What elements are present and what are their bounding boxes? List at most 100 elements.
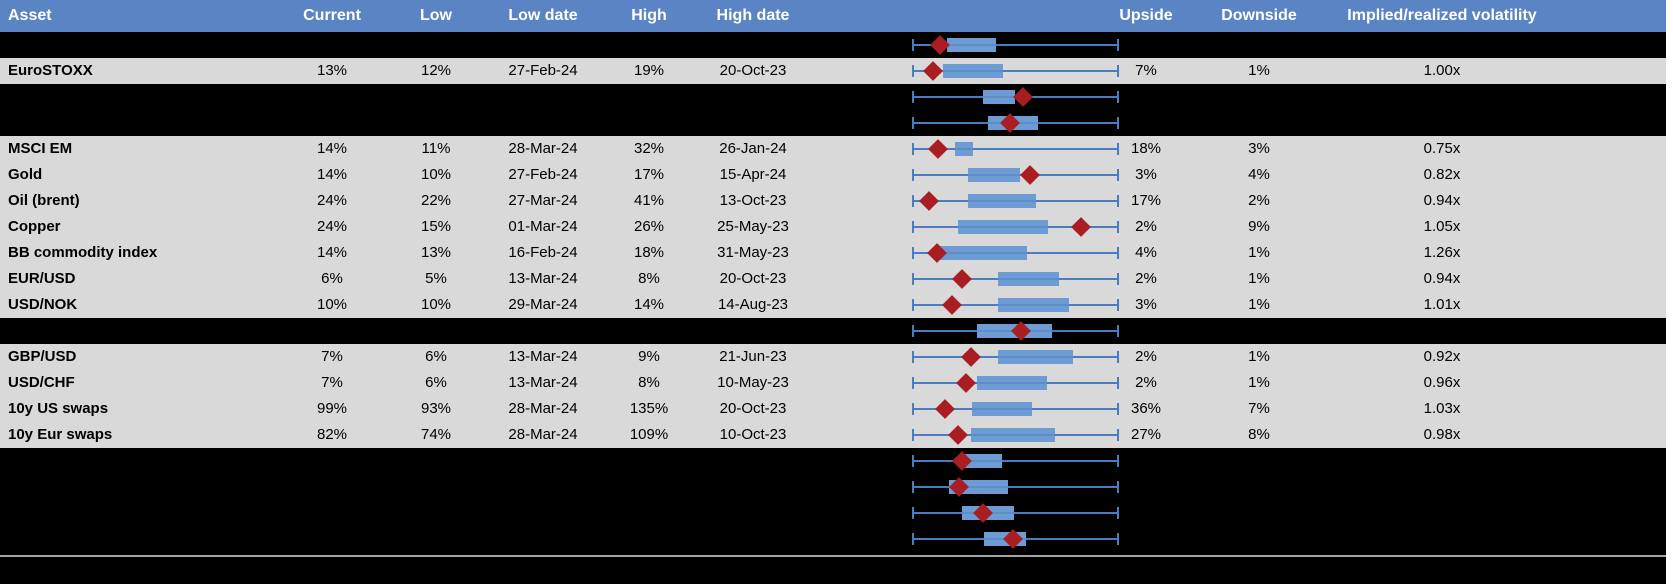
asset-cell[interactable]: EUR/USD xyxy=(8,270,76,287)
downside-cell[interactable]: 4% xyxy=(1248,166,1270,183)
high-cell[interactable]: 26% xyxy=(633,218,665,235)
table-row[interactable]: BB commodity index 14% 13% 16-Feb-24 18% 31-M… xyxy=(0,240,1666,266)
low-cell[interactable]: 15% xyxy=(420,218,452,235)
current-cell[interactable]: 99% xyxy=(316,400,348,417)
upside-cell[interactable]: 3% xyxy=(1135,166,1157,183)
high-cell[interactable]: 17% xyxy=(633,166,665,183)
high-cell[interactable]: 9% xyxy=(638,348,660,365)
low-cell[interactable]: 12% xyxy=(420,62,452,79)
high-cell[interactable]: 135% xyxy=(629,400,669,417)
low-date-cell[interactable]: 16-Feb-24 xyxy=(508,244,578,261)
high-cell[interactable]: 8% xyxy=(638,374,660,391)
low-date-cell[interactable]: 28-Mar-24 xyxy=(508,426,578,443)
low-cell[interactable]: 93% xyxy=(420,400,452,417)
upside-cell[interactable]: 2% xyxy=(1135,270,1157,287)
asset-cell[interactable]: EuroSTOXX xyxy=(8,62,93,79)
current-cell[interactable]: 24% xyxy=(316,218,348,235)
high-cell[interactable]: 18% xyxy=(633,244,665,261)
header-cell-high[interactable]: High xyxy=(631,7,667,24)
asset-cell[interactable]: Oil (brent) xyxy=(8,192,80,209)
high-date-cell[interactable]: 25-May-23 xyxy=(717,218,789,235)
hidden-row[interactable] xyxy=(0,448,1666,474)
implied-realized-ratio-cell[interactable]: 0.75x xyxy=(1423,140,1461,157)
table-row[interactable]: Gold 14% 10% 27-Feb-24 17% 15-Apr-24 3% 4% 0.82x xyxy=(0,162,1666,188)
table-row[interactable]: MSCI EM 14% 11% 28-Mar-24 32% 26-Jan-24 18% 3% 0… xyxy=(0,136,1666,162)
implied-realized-ratio-cell[interactable]: 1.01x xyxy=(1423,296,1461,313)
high-cell[interactable]: 8% xyxy=(638,270,660,287)
current-cell[interactable]: 10% xyxy=(316,296,348,313)
downside-cell[interactable]: 1% xyxy=(1248,62,1270,79)
table-row[interactable]: EUR/USD 6% 5% 13-Mar-24 8% 20-Oct-23 2% 1% 0.94x xyxy=(0,266,1666,292)
high-date-cell[interactable]: 14-Aug-23 xyxy=(717,296,789,313)
high-date-cell[interactable]: 31-May-23 xyxy=(717,244,789,261)
header-cell-downside[interactable]: Downside xyxy=(1221,7,1297,24)
downside-cell[interactable]: 7% xyxy=(1248,400,1270,417)
low-cell[interactable]: 11% xyxy=(421,140,451,157)
low-date-cell[interactable]: 27-Mar-24 xyxy=(508,192,578,209)
implied-realized-ratio-cell[interactable]: 0.92x xyxy=(1423,348,1461,365)
implied-realized-ratio-cell[interactable]: 0.82x xyxy=(1423,166,1461,183)
high-date-cell[interactable]: 15-Apr-24 xyxy=(719,166,787,183)
downside-cell[interactable]: 1% xyxy=(1248,296,1270,313)
current-cell[interactable]: 14% xyxy=(316,140,348,157)
upside-cell[interactable]: 4% xyxy=(1135,244,1157,261)
upside-cell[interactable]: 27% xyxy=(1130,426,1162,443)
low-date-cell[interactable]: 27-Feb-24 xyxy=(508,166,578,183)
hidden-row[interactable] xyxy=(0,318,1666,344)
current-cell[interactable]: 14% xyxy=(316,166,348,183)
implied-realized-ratio-cell[interactable]: 1.03x xyxy=(1423,400,1461,417)
upside-cell[interactable]: 2% xyxy=(1135,348,1157,365)
high-date-cell[interactable]: 13-Oct-23 xyxy=(719,192,787,209)
high-cell[interactable]: 32% xyxy=(633,140,665,157)
high-cell[interactable]: 19% xyxy=(633,62,665,79)
asset-cell[interactable]: GBP/USD xyxy=(8,348,77,365)
upside-cell[interactable]: 7% xyxy=(1135,62,1157,79)
high-cell[interactable]: 109% xyxy=(629,426,669,443)
high-date-cell[interactable]: 26-Jan-24 xyxy=(719,140,787,157)
low-date-cell[interactable]: 28-Mar-24 xyxy=(508,140,578,157)
high-date-cell[interactable]: 10-May-23 xyxy=(717,374,789,391)
upside-cell[interactable]: 3% xyxy=(1135,296,1157,313)
hidden-row[interactable] xyxy=(0,500,1666,526)
upside-cell[interactable]: 2% xyxy=(1135,218,1157,235)
header-cell-ratio[interactable]: Implied/realized volatility xyxy=(1347,7,1537,24)
high-cell[interactable]: 14% xyxy=(633,296,665,313)
header-cell-upside[interactable]: Upside xyxy=(1119,7,1173,24)
table-row[interactable]: 10y Eur swaps 82% 74% 28-Mar-24 109% 10-Oct-2… xyxy=(0,422,1666,448)
low-cell[interactable]: 10% xyxy=(420,296,452,313)
hidden-row[interactable] xyxy=(0,474,1666,500)
low-cell[interactable]: 13% xyxy=(420,244,452,261)
low-date-cell[interactable]: 01-Mar-24 xyxy=(508,218,578,235)
downside-cell[interactable]: 1% xyxy=(1248,244,1270,261)
asset-cell[interactable]: USD/NOK xyxy=(8,296,78,313)
downside-cell[interactable]: 1% xyxy=(1248,374,1270,391)
implied-realized-ratio-cell[interactable]: 0.94x xyxy=(1423,270,1461,287)
low-date-cell[interactable]: 27-Feb-24 xyxy=(508,62,578,79)
header-cell-current[interactable]: Current xyxy=(303,7,361,24)
low-date-cell[interactable]: 13-Mar-24 xyxy=(508,348,578,365)
hidden-row[interactable] xyxy=(0,110,1666,136)
high-date-cell[interactable]: 20-Oct-23 xyxy=(719,400,787,417)
hidden-row[interactable] xyxy=(0,32,1666,58)
high-date-cell[interactable]: 10-Oct-23 xyxy=(719,426,787,443)
asset-cell[interactable]: Copper xyxy=(8,218,61,235)
hidden-row[interactable] xyxy=(0,84,1666,110)
low-cell[interactable]: 6% xyxy=(425,348,447,365)
hidden-row[interactable] xyxy=(0,526,1666,552)
table-row[interactable]: Oil (brent) 24% 22% 27-Mar-24 41% 13-Oct-23 17… xyxy=(0,188,1666,214)
asset-cell[interactable]: 10y US swaps xyxy=(8,400,109,417)
high-date-cell[interactable]: 21-Jun-23 xyxy=(719,348,787,365)
implied-realized-ratio-cell[interactable]: 1.05x xyxy=(1423,218,1461,235)
low-cell[interactable]: 6% xyxy=(425,374,447,391)
low-cell[interactable]: 22% xyxy=(420,192,452,209)
table-row[interactable]: USD/CHF 7% 6% 13-Mar-24 8% 10-May-23 2% 1% 0.96x xyxy=(0,370,1666,396)
downside-cell[interactable]: 1% xyxy=(1248,270,1270,287)
downside-cell[interactable]: 8% xyxy=(1248,426,1270,443)
low-cell[interactable]: 10% xyxy=(420,166,452,183)
table-row[interactable]: USD/NOK 10% 10% 29-Mar-24 14% 14-Aug-23 3% 1% 1.… xyxy=(0,292,1666,318)
current-cell[interactable]: 7% xyxy=(321,348,343,365)
upside-cell[interactable]: 2% xyxy=(1135,374,1157,391)
upside-cell[interactable]: 17% xyxy=(1130,192,1162,209)
table-row[interactable]: 10y US swaps 99% 93% 28-Mar-24 135% 20-Oct-23… xyxy=(0,396,1666,422)
low-date-cell[interactable]: 29-Mar-24 xyxy=(508,296,578,313)
